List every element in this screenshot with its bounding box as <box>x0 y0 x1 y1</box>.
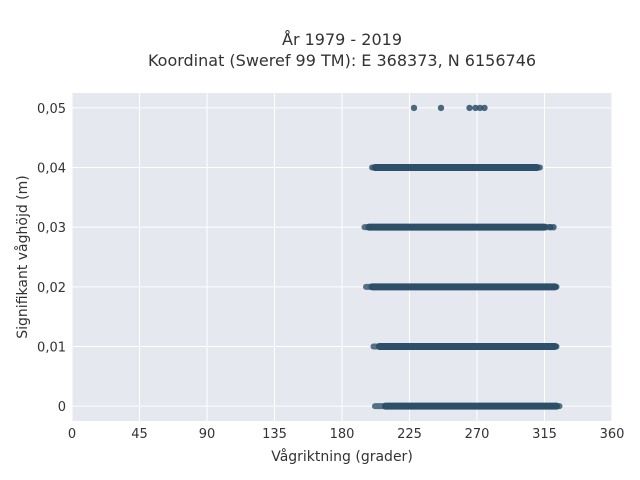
y-tick-label: 0 <box>58 400 66 415</box>
x-tick-label: 0 <box>68 427 76 442</box>
x-tick-label: 180 <box>330 427 355 442</box>
data-point <box>472 104 479 112</box>
chart-subtitle: Koordinat (Sweref 99 TM): E 368373, N 61… <box>148 51 536 70</box>
data-point <box>410 104 418 112</box>
data-point <box>466 104 473 112</box>
x-tick-label: 45 <box>131 427 148 442</box>
x-tick-label: 225 <box>397 427 422 442</box>
x-axis-ticks: 0 45 90 135 180 225 270 315 360 <box>68 427 625 442</box>
y-tick-label: 0,05 <box>37 102 66 117</box>
chart-title: År 1979 - 2019 <box>282 30 402 49</box>
y-tick-label: 0,04 <box>37 162 66 177</box>
x-tick-label: 360 <box>600 427 625 442</box>
y-axis-ticks: 0 0,01 0,02 0,03 0,04 0,05 <box>37 102 66 415</box>
data-point <box>481 104 488 112</box>
x-tick-label: 135 <box>262 427 287 442</box>
x-tick-label: 90 <box>199 427 216 442</box>
y-axis-label: Signifikant våghöjd (m) <box>14 175 31 338</box>
y-tick-label: 0,03 <box>37 221 66 236</box>
data-point <box>550 223 557 231</box>
y-tick-label: 0,02 <box>37 281 66 296</box>
x-axis-label: Vågriktning (grader) <box>271 448 413 465</box>
data-points <box>361 104 563 410</box>
y-tick-label: 0,01 <box>37 340 66 355</box>
x-tick-label: 315 <box>532 427 557 442</box>
data-point <box>476 104 484 112</box>
x-tick-label: 270 <box>465 427 490 442</box>
data-point <box>437 104 445 112</box>
